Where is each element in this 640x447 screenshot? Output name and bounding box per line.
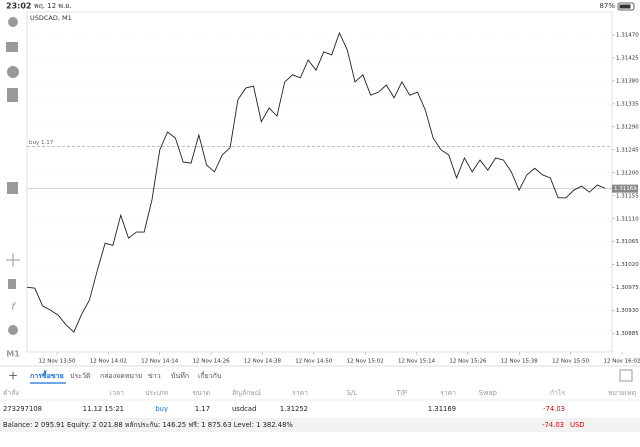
- tab[interactable]: บันทึก: [171, 371, 189, 380]
- current-price-label: 1.31169: [614, 186, 637, 192]
- x-tick-label: 12 Nov 14:26: [193, 359, 231, 365]
- table-cell: 1.17: [195, 405, 210, 413]
- column-header: หมายเหตุ: [608, 389, 636, 397]
- table-cell: 11.12 15:21: [83, 405, 124, 413]
- y-tick-label: 1.31155: [616, 193, 639, 199]
- footer-profit: -74.03: [542, 421, 564, 429]
- y-tick-label: 1.31020: [616, 262, 639, 268]
- y-tick-label: 1.31200: [616, 170, 639, 176]
- x-tick-label: 12 Nov 13:50: [38, 359, 76, 365]
- status-date: พฤ. 12 พ.ย.: [34, 2, 72, 10]
- y-tick-label: 1.31335: [616, 101, 639, 107]
- y-tick-label: 1.31065: [616, 239, 639, 245]
- x-tick-label: 12 Nov 16:02: [603, 359, 640, 365]
- footer-summary: Balance: 2 095.91 Equity: 2 021.88 หลักป…: [3, 421, 293, 429]
- column-header: S/L: [347, 389, 358, 397]
- chart-frame: [26, 11, 613, 353]
- x-tick-label: 12 Nov 15:26: [449, 359, 487, 365]
- y-tick-label: 1.30885: [616, 331, 639, 337]
- x-tick-label: 12 Nov 14:50: [295, 359, 333, 365]
- tab[interactable]: ข่าว: [148, 372, 161, 380]
- column-header: T/P: [395, 389, 407, 397]
- y-tick-label: 1.31470: [616, 32, 639, 38]
- price-line: [26, 31, 606, 333]
- tab[interactable]: ประวัติ: [70, 372, 91, 380]
- icon-chart-type[interactable]: [8, 279, 16, 289]
- table-cell: -74.03: [543, 405, 565, 413]
- x-tick-label: 12 Nov 15:38: [501, 359, 539, 365]
- column-header: ขนาด: [192, 389, 210, 397]
- x-tick-label: 12 Nov 15:14: [398, 359, 436, 365]
- column-header: ราคา: [440, 389, 456, 397]
- y-tick-label: 1.31110: [616, 216, 639, 222]
- status-time: 23:02: [6, 2, 31, 11]
- table-cell: usdcad: [232, 405, 256, 413]
- table-layer: การซื้อขาย ประวัติ กล่องจดหมาย ข่าว บันทึก เก…: [0, 369, 640, 413]
- x-tick-label: 12 Nov 15:02: [347, 359, 384, 365]
- panel-toggle[interactable]: [619, 369, 633, 382]
- buy-label: buy 1.17: [29, 140, 54, 146]
- y-tick-label: 1.31290: [616, 124, 639, 130]
- table-cell: 1.31169: [428, 405, 456, 413]
- column-header: กำไร: [550, 389, 565, 397]
- x-tick-label: 12 Nov 14:02: [90, 359, 127, 365]
- icon-timeframe[interactable]: M1: [6, 350, 20, 359]
- icon-transfer[interactable]: [6, 42, 18, 52]
- y-tick-label: 1.31245: [616, 147, 639, 153]
- x-tick-label: 12 Nov 15:50: [552, 359, 590, 365]
- icon-objects[interactable]: [8, 325, 18, 335]
- icon-doc[interactable]: [7, 182, 18, 194]
- y-tick-label: 1.30975: [616, 285, 639, 291]
- chart-layer: 1.31470 1.31425 1.31380 1.31335 1.31290 1.312…: [26, 31, 640, 365]
- icon-account[interactable]: [8, 17, 18, 27]
- column-header: สัญลักษณ์: [232, 389, 262, 397]
- tab[interactable]: กล่องจดหมาย: [100, 372, 142, 380]
- footer-bar: [0, 418, 640, 432]
- tab[interactable]: เกี่ยวกับ: [198, 371, 221, 380]
- x-tick-label: 12 Nov 14:14: [141, 359, 179, 365]
- tab[interactable]: การซื้อขาย: [30, 369, 64, 380]
- column-header: ราคา: [292, 389, 308, 397]
- y-tick-label: 1.31380: [616, 78, 639, 84]
- battery-icon: [617, 2, 635, 11]
- status-battery: 87%: [599, 2, 615, 10]
- y-tick-label: 1.31425: [616, 55, 639, 61]
- current-price-box: [612, 184, 638, 193]
- column-header: เวลา: [110, 389, 124, 397]
- x-tick-label: 12 Nov 14:38: [244, 359, 282, 365]
- column-header: คำสั่ง: [3, 388, 19, 397]
- footer-currency: USD: [570, 421, 585, 429]
- table-cell: 1.31252: [280, 405, 308, 413]
- battery-level: [619, 4, 631, 9]
- chart-title: USDCAD, M1: [30, 14, 72, 22]
- table-cell: 273297108: [3, 405, 42, 413]
- icon-indicator[interactable]: f: [11, 302, 16, 313]
- icon-new[interactable]: [7, 88, 18, 102]
- add-button[interactable]: +: [8, 369, 18, 383]
- left-toolbar: f M1: [6, 17, 20, 359]
- column-header: ประเภท: [145, 389, 168, 397]
- y-tick-label: 1.30930: [616, 308, 639, 314]
- table-cell: buy: [155, 405, 168, 413]
- column-header: Swap: [479, 389, 497, 397]
- icon-chat[interactable]: [7, 66, 19, 78]
